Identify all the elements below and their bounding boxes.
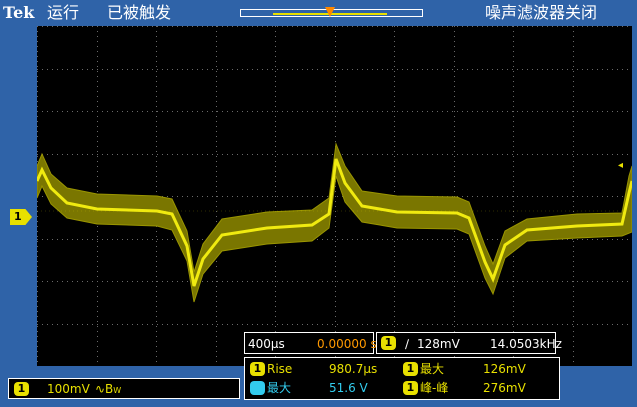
measurements-panel[interactable]: 1 Rise 980.7µs 1 最大 126mV 2 最大 51.6 V 1 …	[244, 357, 560, 400]
measurement-4-source: 1	[403, 381, 418, 395]
graticule-and-trace	[37, 26, 632, 366]
trigger-readout[interactable]: 1 ∕ 128mV 14.0503kHz	[376, 332, 556, 354]
brand-logo: Tek	[3, 3, 34, 23]
measurement-1-source: 1	[250, 362, 265, 376]
trigger-frequency: 14.0503kHz	[490, 336, 562, 352]
measurement-2-value: 126mV	[483, 361, 526, 377]
trigger-position-icon[interactable]	[325, 7, 335, 17]
measurement-3-label: 最大	[267, 380, 291, 396]
channel-1-readout[interactable]: 1 100mV ∿BW	[8, 378, 240, 399]
trigger-level: 128mV	[417, 336, 460, 352]
horizontal-position: 0.00000 s	[317, 336, 377, 352]
trigger-level-icon[interactable]: ◂	[618, 160, 623, 172]
measurement-4-label: 峰-峰	[420, 380, 448, 396]
channel-1-scale: 100mV	[47, 381, 90, 397]
measurement-2-source: 1	[403, 362, 418, 376]
timebase-readout[interactable]: 400µs 0.00000 s	[244, 332, 374, 354]
channel-1-badge: 1	[14, 382, 29, 396]
measurement-3-source: 2	[250, 381, 265, 395]
measurement-3-value: 51.6 V	[329, 380, 368, 396]
status-bar: Tek 运行 已被触发 噪声滤波器关闭	[0, 0, 637, 27]
time-per-division: 400µs	[248, 336, 285, 352]
run-state[interactable]: 运行	[47, 3, 79, 23]
measurement-1-value: 980.7µs	[329, 361, 377, 377]
measurement-4-value: 276mV	[483, 380, 526, 396]
trigger-state: 已被触发	[107, 3, 171, 23]
trigger-slope-icon: ∕	[405, 336, 409, 352]
measurement-1-label: Rise	[267, 361, 292, 377]
measurement-2-label: 最大	[420, 361, 444, 377]
bandwidth-limit-icon: ∿BW	[95, 381, 121, 399]
noise-filter-status[interactable]: 噪声滤波器关闭	[485, 3, 597, 23]
channel-1-marker[interactable]: 1	[10, 209, 32, 225]
waveform-display[interactable]	[37, 26, 632, 366]
ch1-trace	[37, 144, 632, 302]
trigger-source-badge: 1	[381, 336, 396, 350]
